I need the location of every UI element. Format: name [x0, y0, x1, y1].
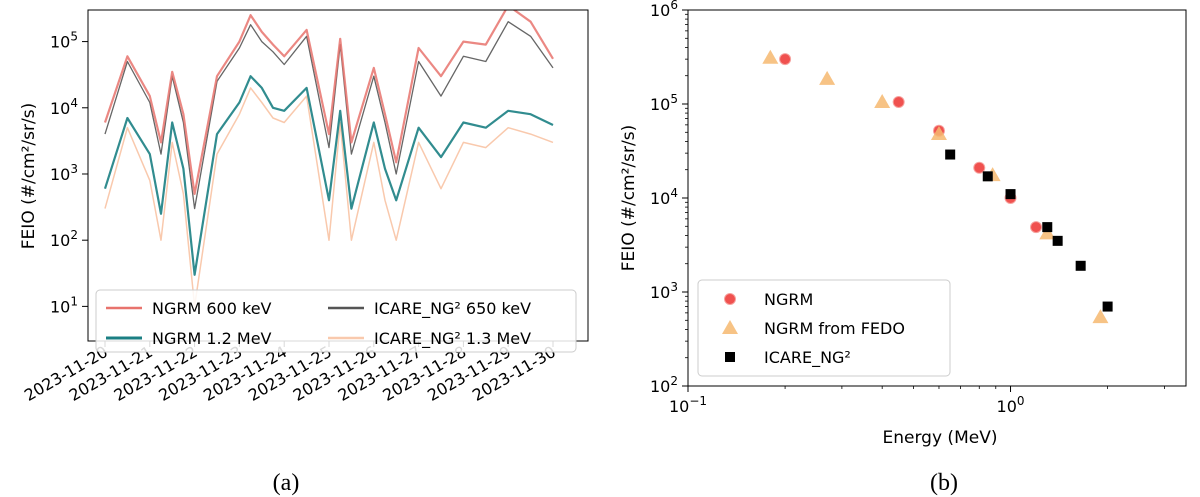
panel-b-point-circle [779, 53, 792, 66]
panel-b-point-triangle [1039, 225, 1056, 240]
panel-b-point-triangle [1092, 309, 1109, 324]
panel-b-x-tick-label: 100 [997, 394, 1025, 416]
panel-a-y-tick-label: 104 [50, 96, 78, 118]
panel-b-y-tick-label: 102 [650, 374, 678, 396]
panel-a-legend: NGRM 600 keV NGRM 1.2 MeV ICARE_NG² 650 ke… [95, 289, 577, 353]
panel-b-point-circle [1030, 221, 1043, 234]
panel-a-legend-entry: NGRM 600 keV [152, 299, 272, 318]
panel-a-y-tick-label: 103 [50, 162, 78, 184]
panel-b-point-circle [973, 161, 986, 174]
panel-a-series-line-3 [104, 87, 554, 308]
panel-a-legend-entry: NGRM 1.2 MeV [152, 329, 272, 348]
panel-b-point-square [1005, 189, 1016, 200]
panel-b-x-ticks: 10−1 100 [669, 386, 1165, 416]
panel-b-point-square [1042, 222, 1053, 233]
panel-b-legend-box [697, 279, 951, 377]
panel-b-point-square [1052, 235, 1063, 246]
panel-b-y-axis-label: FEIO (#/cm²/sr/s) [619, 125, 639, 271]
panel-b-points [762, 49, 1113, 324]
panel-b-legend-entry: NGRM from FEDO [764, 319, 905, 338]
panel-a-series-line-0 [103, 10, 554, 195]
panel-a-legend-entry: ICARE_NG² 650 keV [374, 299, 531, 319]
panel-b-point-square [1075, 260, 1086, 271]
panel-b-point-square [982, 171, 993, 182]
panel-a-series [103, 10, 554, 308]
panel-a-caption: (a) [273, 470, 300, 496]
panel-a-y-tick-label: 105 [50, 30, 78, 52]
panel-b-legend-marker [722, 320, 738, 334]
panel-a-y-tick-label: 102 [50, 228, 78, 250]
panel-b-y-ticks: 102 103 104 105 106 [650, 0, 688, 396]
panel-b-point-square [945, 149, 956, 160]
panel-a-series-line-2 [103, 75, 554, 276]
panel-a-y-tick-label: 101 [50, 294, 78, 316]
panel-b-point-triangle [819, 70, 836, 85]
panel-a-legend-box [95, 289, 577, 353]
panel-b-point-triangle [874, 94, 891, 109]
panel-b-legend-marker [724, 293, 736, 305]
panel-b-legend: NGRM NGRM from FEDO ICARE_NG² [697, 279, 951, 377]
panel-b-x-axis-label: Energy (MeV) [883, 428, 998, 448]
panel-b-y-tick-label: 105 [650, 92, 678, 114]
panel-a-series-line-1 [104, 21, 554, 210]
panel-b-caption: (b) [930, 470, 958, 496]
panel-b: 102 103 104 105 106 10−1 100 Energy (MeV) FEI… [619, 0, 1187, 496]
panel-b-point-square [1102, 301, 1113, 312]
panel-b-y-tick-label: 106 [650, 0, 678, 20]
panel-b-legend-marker [725, 352, 735, 362]
panel-b-point-triangle [930, 125, 947, 140]
panel-a-legend-entry: ICARE_NG² 1.3 MeV [374, 329, 531, 349]
panel-b-y-tick-label: 103 [650, 280, 678, 302]
panel-b-point-triangle [762, 49, 779, 64]
panel-b-x-tick-label: 10−1 [669, 394, 707, 416]
panel-b-legend-entry: ICARE_NG² [764, 348, 851, 368]
panel-b-point-circle [892, 96, 905, 109]
panel-a-y-axis-label: FEIO (#/cm²/sr/s) [19, 103, 39, 249]
panel-b-y-tick-label: 104 [650, 186, 678, 208]
panel-b-legend-entry: NGRM [764, 290, 813, 309]
panel-a-y-ticks: 101 102 103 104 105 [50, 30, 88, 316]
